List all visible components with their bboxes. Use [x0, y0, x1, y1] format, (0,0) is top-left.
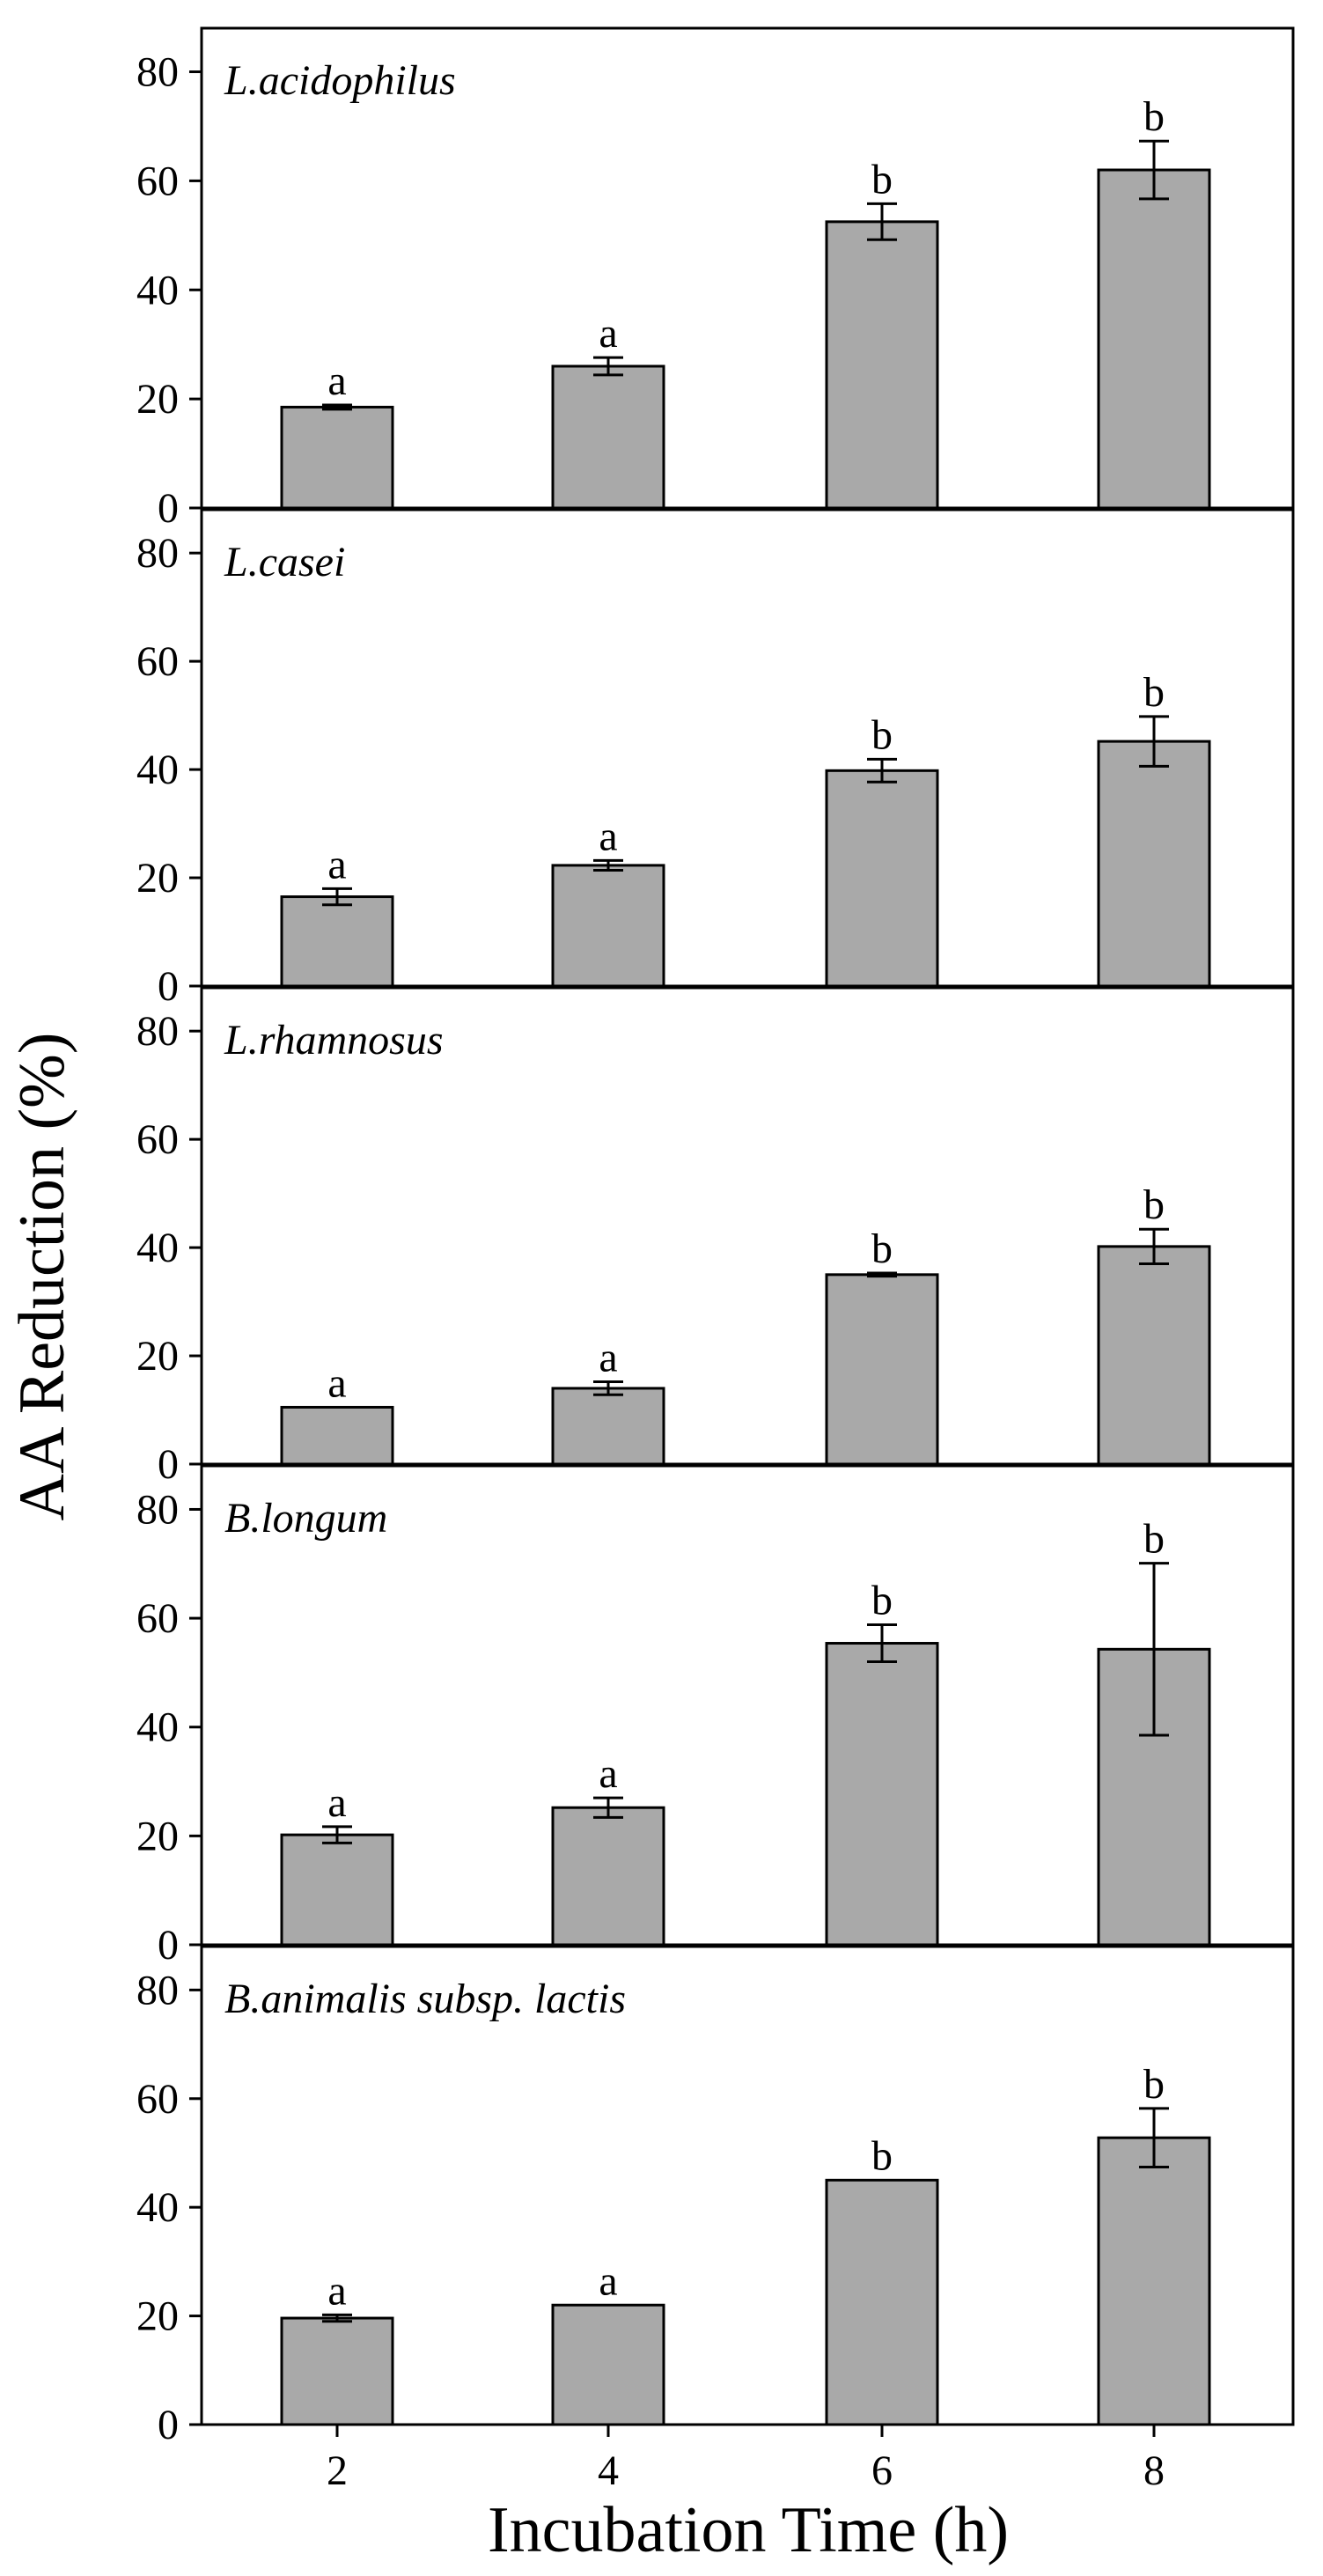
significance-letter: b	[1143, 669, 1165, 716]
bar	[825, 1642, 939, 1947]
y-tick-label: 80	[136, 1486, 179, 1533]
y-tick-label: 0	[158, 1922, 179, 1969]
significance-letter: a	[599, 1750, 617, 1797]
y-tick-label: 60	[136, 638, 179, 685]
chart-panel-5: 0 20 40 60 80 a a b b B.animalis subsp. lactis	[136, 1945, 1295, 2448]
y-tick-label: 20	[136, 376, 179, 423]
y-tick-label: 40	[136, 1704, 179, 1751]
y-tick-label: 60	[136, 1595, 179, 1642]
y-tick-label: 60	[136, 2076, 179, 2123]
y-tick-label: 0	[158, 2402, 179, 2448]
bar	[280, 895, 394, 988]
significance-letter: a	[599, 310, 617, 357]
panel-frame	[200, 986, 1295, 1466]
y-tick-label: 80	[136, 1008, 179, 1055]
panel-frame	[200, 508, 1295, 988]
significance-letter: b	[1143, 1181, 1165, 1228]
bar	[551, 2303, 665, 2426]
panel-label: L.acidophilus	[224, 57, 456, 104]
bar	[825, 220, 939, 510]
bar	[1097, 168, 1211, 510]
significance-letter: a	[327, 2267, 346, 2314]
chart-panel-4: 0 20 40 60 80 a a b b B.longum	[136, 1464, 1295, 1969]
panel-label: L.rhamnosus	[224, 1017, 444, 1064]
x-tick-label: 8	[1143, 2447, 1165, 2494]
y-tick-label: 80	[136, 1967, 179, 2013]
y-tick-label: 20	[136, 2293, 179, 2340]
panels-layer: 020406080aabbL.acidophilus020406080aabbL…	[136, 26, 1295, 2494]
bar	[825, 2178, 939, 2426]
significance-letter: b	[1143, 2061, 1165, 2108]
y-tick-label: 60	[136, 1116, 179, 1163]
bar	[280, 2316, 394, 2426]
bar	[1097, 2136, 1211, 2426]
y-tick-label: 20	[136, 1333, 179, 1380]
significance-letter: b	[871, 1578, 893, 1624]
significance-letter: a	[599, 1335, 617, 1381]
bar	[825, 769, 939, 988]
significance-letter: a	[327, 1359, 346, 1406]
significance-letter: b	[1143, 93, 1165, 140]
bar	[551, 1806, 665, 1947]
significance-letter: a	[327, 357, 346, 404]
panel-label: B.animalis subsp. lactis	[224, 1976, 626, 2022]
panel-frame	[200, 1945, 1295, 2426]
y-tick-label: 80	[136, 49, 179, 96]
y-axis-title: AA Reduction (%)	[6, 1033, 78, 1521]
bar	[280, 1833, 394, 1947]
y-tick-label: 40	[136, 2184, 179, 2231]
significance-letter: b	[871, 1225, 893, 1272]
panel-label: B.longum	[224, 1495, 387, 1542]
significance-letter: a	[327, 841, 346, 887]
y-tick-label: 60	[136, 158, 179, 204]
panel-frame	[200, 26, 1295, 510]
x-axis-title: Incubation Time (h)	[488, 2494, 1009, 2566]
significance-letter: b	[871, 711, 893, 758]
bar	[551, 864, 665, 988]
chart-panel-3: 0 20 40 60 80 a a b b L.rhamnosus	[136, 986, 1295, 1488]
x-tick-label: 2	[327, 2447, 348, 2494]
y-tick-label: 80	[136, 530, 179, 577]
bar	[280, 1405, 394, 1466]
bar	[280, 405, 394, 510]
bar	[1097, 740, 1211, 988]
chart-panel-1: 0 20 40 60 80 a a b b L.acidophilus	[136, 26, 1295, 532]
y-tick-label: 40	[136, 267, 179, 313]
x-tick-label: 6	[871, 2447, 893, 2494]
bar	[825, 1273, 939, 1466]
chart-panel-2: 0 20 40 60 80 a a b b L.casei	[136, 508, 1295, 1010]
y-tick-label: 20	[136, 1813, 179, 1859]
x-tick-label: 4	[598, 2447, 619, 2494]
significance-letter: a	[599, 2257, 617, 2304]
y-tick-label: 0	[158, 963, 179, 1010]
bar	[551, 364, 665, 510]
panel-frame	[200, 1464, 1295, 1947]
bar	[551, 1387, 665, 1466]
bar	[1097, 1245, 1211, 1466]
significance-letter: a	[327, 1779, 346, 1826]
y-tick-label: 40	[136, 747, 179, 793]
y-tick-label: 0	[158, 485, 179, 532]
significance-letter: b	[871, 2132, 893, 2179]
y-tick-label: 40	[136, 1225, 179, 1271]
y-tick-label: 20	[136, 855, 179, 902]
significance-letter: b	[1143, 1516, 1165, 1563]
significance-letter: b	[871, 156, 893, 202]
significance-letter: a	[599, 813, 617, 859]
panel-label: L.casei	[224, 539, 345, 585]
y-tick-label: 0	[158, 1441, 179, 1488]
x-axis: 2 4 6 8	[327, 2425, 1165, 2494]
